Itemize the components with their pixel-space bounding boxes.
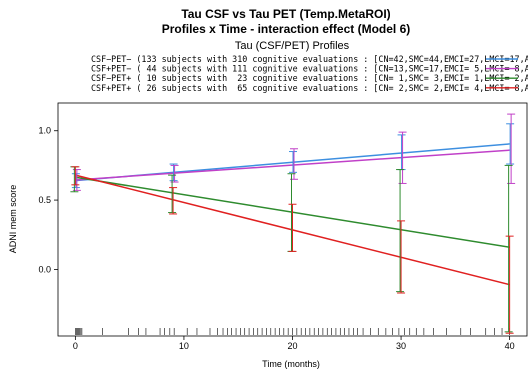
legend-entry-text: CSF+PET+ ( 26 subjects with 65 cognitive… bbox=[91, 83, 528, 93]
x-tick-label: 0 bbox=[73, 341, 78, 351]
error-bar bbox=[504, 164, 513, 333]
y-tick-label: 0.5 bbox=[38, 195, 51, 205]
legend-entry-text: CSF−PET− (133 subjects with 310 cognitiv… bbox=[91, 54, 528, 64]
error-bar bbox=[169, 187, 178, 215]
error-bar bbox=[506, 123, 515, 165]
x-tick-label: 40 bbox=[505, 341, 515, 351]
legend-title: Tau (CSF/PET) Profiles bbox=[235, 40, 350, 52]
legend-entry-text: CSF+PET− ( 44 subjects with 111 cognitiv… bbox=[91, 64, 528, 74]
x-axis: 0 10 20 30 40 bbox=[73, 336, 515, 351]
y-tick-label: 1.0 bbox=[38, 126, 51, 136]
x-axis-label: Time (months) bbox=[262, 359, 320, 369]
error-bar bbox=[289, 151, 297, 173]
error-bar bbox=[397, 220, 406, 294]
error-bar bbox=[505, 235, 514, 334]
x-tick-label: 30 bbox=[396, 341, 406, 351]
y-tick-label: 0.0 bbox=[38, 264, 51, 274]
chart-subtitle: Profiles x Time - interaction effect (Mo… bbox=[162, 22, 411, 36]
x-tick-label: 20 bbox=[287, 341, 297, 351]
legend: CSF−PET− (133 subjects with 310 cognitiv… bbox=[91, 54, 528, 93]
error-bar bbox=[396, 169, 405, 293]
error-bar bbox=[168, 174, 177, 214]
error-bar bbox=[71, 166, 80, 186]
rug bbox=[75, 328, 510, 335]
chart-title: Tau CSF vs Tau PET (Temp.MetaROI) bbox=[181, 7, 390, 21]
legend-entry-text: CSF−PET+ ( 10 subjects with 23 cognitive… bbox=[91, 73, 528, 83]
y-axis-label: ADNI mem score bbox=[8, 185, 18, 254]
error-bar bbox=[169, 163, 178, 182]
x-tick-label: 10 bbox=[179, 341, 189, 351]
error-bar bbox=[288, 203, 297, 252]
error-bars bbox=[70, 113, 516, 334]
y-axis: 0.0 0.5 1.0 bbox=[38, 126, 58, 274]
